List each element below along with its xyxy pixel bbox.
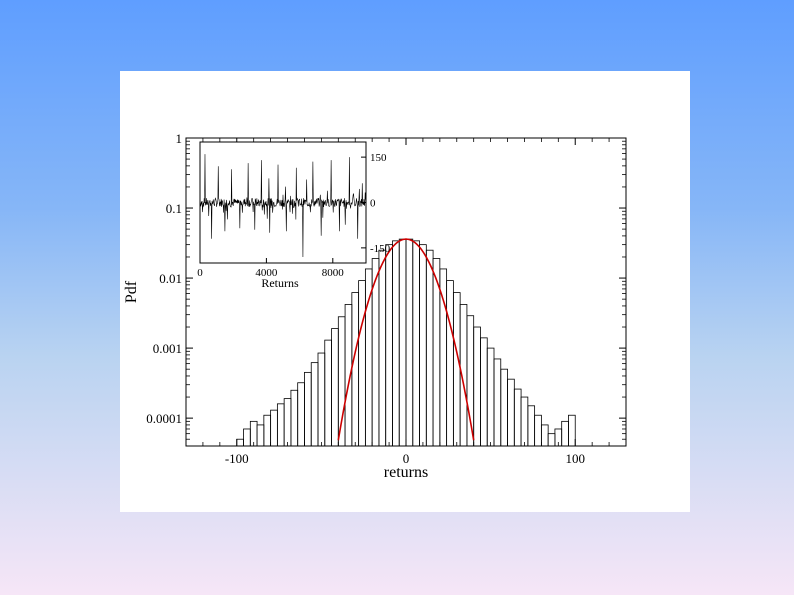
y-tick-label: 0.01 [159, 271, 182, 286]
x-tick-label: 0 [403, 451, 410, 466]
histogram-bar [568, 414, 576, 446]
main-plot-frame [185, 137, 627, 447]
inset-y-tick-label: 150 [370, 152, 387, 164]
inset-x-tick-label: 8000 [322, 267, 345, 279]
inset-axes: 0 4000 8000 150 0 -150 [197, 152, 390, 279]
chart-panel: -100 0 100 1 0.1 0.01 0.001 0.0001 returns Pdf … [120, 71, 690, 512]
inset-plot-frame [199, 141, 367, 264]
y-tick-label: 0.1 [166, 201, 182, 216]
inset-x-axis-label: Returns [261, 276, 299, 290]
y-tick-label: 1 [176, 131, 183, 146]
y-tick-label: 0.0001 [146, 411, 182, 426]
inset-y-tick-label: 0 [370, 198, 376, 210]
inset-x-tick-label: 0 [197, 267, 203, 279]
x-axis-label: returns [384, 464, 428, 481]
y-tick-label: 0.001 [153, 341, 182, 356]
x-tick-label: 100 [565, 451, 585, 466]
gaussian-fit-line [337, 238, 475, 441]
inset-x-tick-label: 4000 [255, 267, 278, 279]
main-axes: -100 0 100 1 0.1 0.01 0.001 0.0001 [146, 131, 626, 466]
inset-y-tick-label: -150 [370, 243, 391, 255]
y-axis-label: Pdf [123, 280, 140, 303]
inset-returns-series [200, 154, 366, 257]
x-tick-label: -100 [225, 451, 249, 466]
